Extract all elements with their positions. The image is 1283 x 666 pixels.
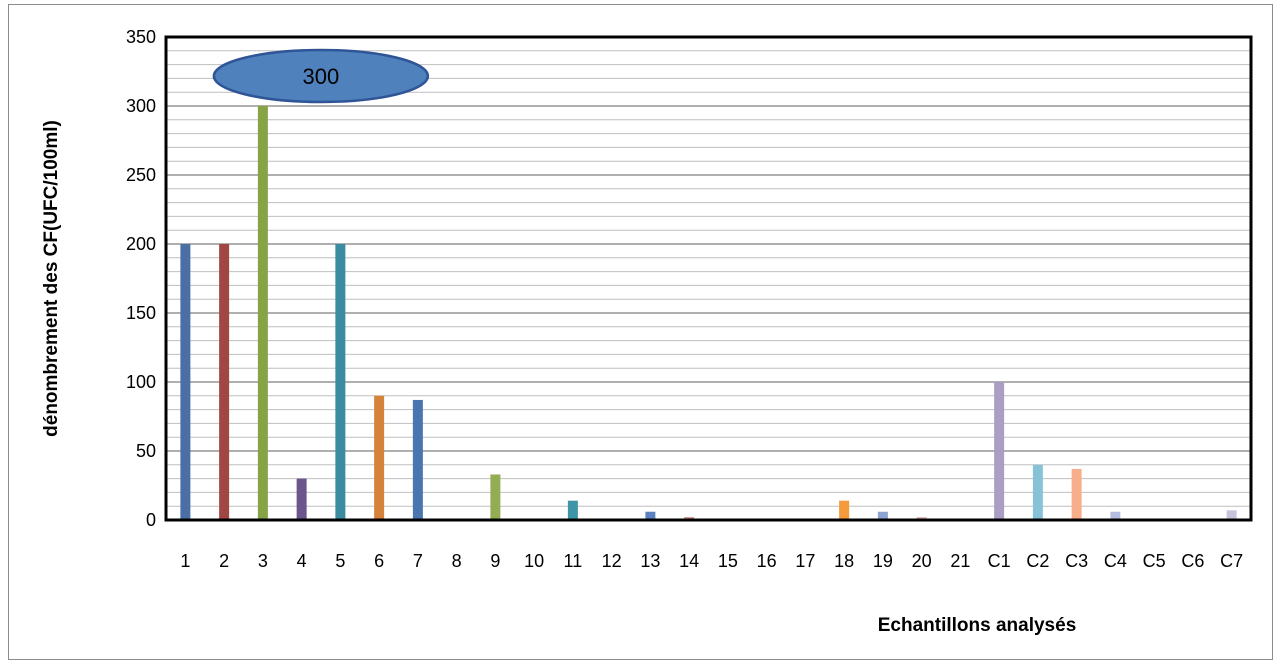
x-tick-label: 19 xyxy=(873,551,893,571)
y-tick-label: 200 xyxy=(126,234,156,254)
x-tick-label: C2 xyxy=(1026,551,1049,571)
y-axis-title: dénombrement des CF(UFC/100ml) xyxy=(41,120,62,437)
x-tick-label: 12 xyxy=(602,551,622,571)
chart-frame: 0 50 100 150 200 250 300 350 1 2 3 4 5 6 7 8 9 10 11 12 13 1… xyxy=(8,4,1273,660)
x-tick-label: C1 xyxy=(988,551,1011,571)
x-tick-label: 10 xyxy=(524,551,544,571)
x-tick-label: 5 xyxy=(335,551,345,571)
bar-C3 xyxy=(1071,468,1082,520)
y-tick-label: 50 xyxy=(136,441,156,461)
x-tick-label: C7 xyxy=(1220,551,1243,571)
y-tick-label: 300 xyxy=(126,96,156,116)
x-tick-label: 2 xyxy=(219,551,229,571)
x-tick-label: 1 xyxy=(180,551,190,571)
x-tick-label: 13 xyxy=(640,551,660,571)
x-tick-label: C6 xyxy=(1181,551,1204,571)
bar-C4 xyxy=(1110,511,1121,520)
bar-2 xyxy=(219,244,230,520)
bar-13 xyxy=(645,511,656,520)
bar-C1 xyxy=(994,382,1005,520)
y-tick-labels: 0 50 100 150 200 250 300 350 xyxy=(126,27,156,530)
x-tick-label: 6 xyxy=(374,551,384,571)
callout-ellipse xyxy=(212,48,430,104)
bar-6 xyxy=(374,395,385,520)
x-tick-label: 20 xyxy=(912,551,932,571)
y-tick-label: 150 xyxy=(126,303,156,323)
x-tick-label: 18 xyxy=(834,551,854,571)
plot-border xyxy=(164,35,1253,522)
bar-9 xyxy=(490,474,501,520)
bar-5 xyxy=(335,244,346,520)
bar-1 xyxy=(180,244,191,520)
bar-4 xyxy=(296,478,307,520)
callout-label: 300 xyxy=(303,64,340,89)
x-tick-label: 4 xyxy=(297,551,307,571)
bar-C2 xyxy=(1032,464,1043,520)
x-tick-label: C4 xyxy=(1104,551,1127,571)
value-callout: 300 xyxy=(212,48,430,104)
x-tick-label: 8 xyxy=(452,551,462,571)
bar-19 xyxy=(877,511,888,520)
x-tick-label: 15 xyxy=(718,551,738,571)
y-tick-label: 350 xyxy=(126,27,156,47)
x-tick-label: 3 xyxy=(258,551,268,571)
bar-C7 xyxy=(1226,510,1237,520)
bar-7 xyxy=(412,399,423,520)
bars xyxy=(180,106,1237,520)
x-tick-label: 11 xyxy=(564,551,583,571)
x-tick-label: C3 xyxy=(1065,551,1088,571)
x-axis-title: Echantillons analysés xyxy=(878,615,1077,636)
x-tick-label: 17 xyxy=(795,551,815,571)
x-tick-label: 7 xyxy=(413,551,423,571)
bar-18 xyxy=(839,500,850,520)
y-tick-label: 100 xyxy=(126,372,156,392)
y-tick-label: 250 xyxy=(126,165,156,185)
x-tick-label: 9 xyxy=(490,551,500,571)
x-tick-label: 14 xyxy=(679,551,699,571)
x-tick-labels: 1 2 3 4 5 6 7 8 9 10 11 12 13 14 15 16 17 18 19 20 21 C1 C2 C3 C… xyxy=(180,551,1243,571)
x-tick-label: 21 xyxy=(950,551,970,571)
gridlines xyxy=(166,36,1251,521)
bar-11 xyxy=(567,500,578,520)
y-tick-label: 0 xyxy=(146,510,156,530)
bar-3 xyxy=(257,106,268,520)
x-tick-label: C5 xyxy=(1143,551,1166,571)
x-tick-label: 16 xyxy=(757,551,777,571)
